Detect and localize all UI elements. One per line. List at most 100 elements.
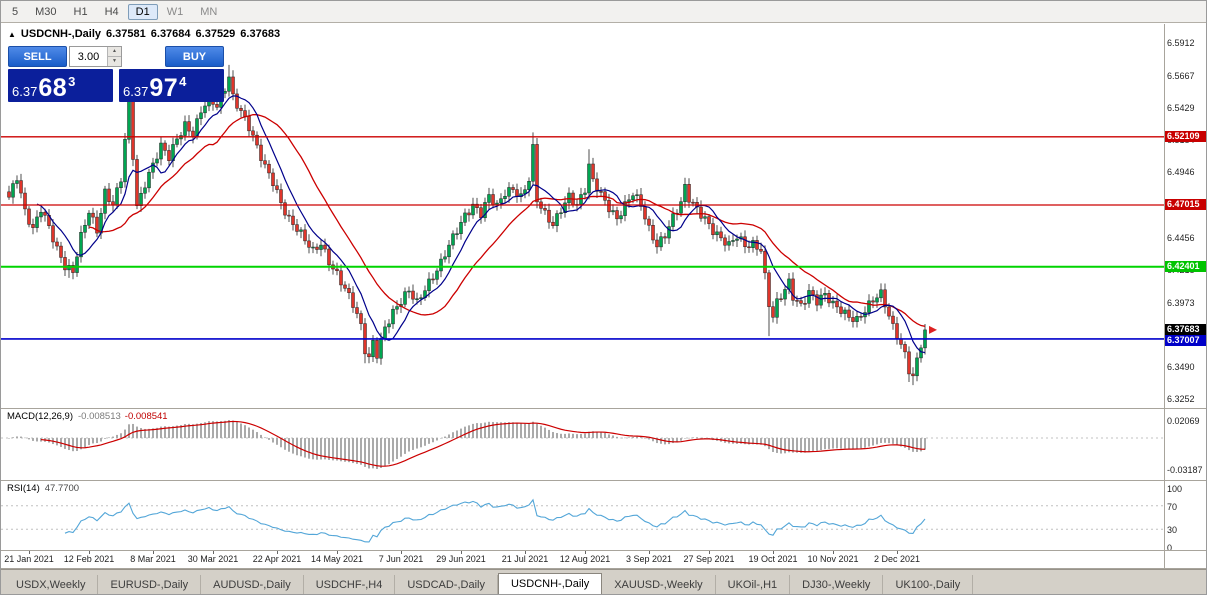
chart-header: ▲ USDCNH-,Daily 6.37581 6.37684 6.37529 6.376… [8,28,285,40]
date-label: 29 Jun 2021 [436,554,486,564]
macd-axis-label: 0.02069 [1167,416,1200,426]
tab-usdcad-daily[interactable]: USDCAD-,Daily [395,575,498,594]
volume-spinners: ▲ ▼ [107,47,121,66]
ask-price-big: 97 [149,74,179,102]
date-tick [709,551,710,554]
bid-price-prefix: 6.37 [12,84,38,99]
price-tick-label: 6.5429 [1167,102,1195,113]
date-label: 30 Mar 2021 [187,554,239,564]
ohlc-high: 6.37684 [150,28,191,40]
panel-separator[interactable] [1,480,1206,481]
macd-indicator-panel[interactable] [1,409,1164,480]
date-label: 14 May 2021 [310,554,364,564]
date-label: 12 Feb 2021 [63,554,115,564]
rsi-indicator-panel[interactable] [1,481,1164,550]
tab-uk100-daily[interactable]: UK100-,Daily [883,575,974,594]
rsi-axis-label: 0 [1167,543,1173,553]
ask-price-display[interactable]: 6.37 97 4 [119,69,224,102]
panel-separator[interactable] [1,550,1206,551]
price-tick-label: 6.3490 [1167,362,1195,373]
macd-histogram [8,420,926,469]
date-tick [897,551,898,554]
collapse-trade-panel-arrow[interactable]: ▲ [8,30,16,39]
date-label: 27 Sep 2021 [683,554,735,564]
date-tick [525,551,526,554]
timeframe-button-h4[interactable]: H4 [104,5,119,18]
rsi-axis-label: 100 [1167,484,1183,494]
tab-eurusd-daily[interactable]: EURUSD-,Daily [98,575,202,594]
date-label: 19 Oct 2021 [748,554,798,564]
date-label: 8 Mar 2021 [130,554,176,564]
macd-signal-line [40,420,926,467]
rsi-axis-label: 30 [1167,525,1178,536]
sell-button[interactable]: SELL [8,46,67,67]
bid-price-sup: 3 [68,74,76,89]
price-tick-label: 6.3973 [1167,297,1195,308]
tab-usdcnh-daily[interactable]: USDCNH-,Daily [497,573,603,594]
symbol-title: USDCNH-,Daily [20,28,101,40]
volume-input[interactable] [70,47,107,66]
price-badge: 6.37007 [1165,334,1206,346]
date-tick [153,551,154,554]
date-label: 22 Apr 2021 [252,554,302,564]
date-tick [833,551,834,554]
date-label: 21 Jul 2021 [501,554,549,564]
candlesticks [7,64,927,386]
date-label: 21 Jan 2021 [4,554,54,564]
date-label: 7 Jun 2021 [378,554,424,564]
macd-axis-label: -0.03187 [1167,465,1203,475]
price-tick-label: 6.5667 [1167,70,1195,81]
date-tick [89,551,90,554]
price-badge: 6.42401 [1165,260,1206,272]
timeframe-button-h1[interactable]: H1 [73,5,88,18]
price-tick-label: 6.4946 [1167,167,1195,178]
date-tick [649,551,650,554]
panel-separator [1,568,1206,569]
tab-usdx-weekly[interactable]: USDX,Weekly [4,575,99,594]
timeframe-button-w1[interactable]: W1 [166,5,184,18]
rsi-label: RSI(14) 47.7700 [7,483,80,494]
one-click-trading-panel: SELL ▲ ▼ BUY 6.37 68 3 6.37 97 4 [8,46,224,102]
volume-up-button[interactable]: ▲ [108,47,121,56]
timeframe-button-d1[interactable]: D1 [127,3,158,20]
price-tick-label: 6.3252 [1167,394,1195,404]
date-label: 12 Aug 2021 [559,554,611,564]
timeframe-button-m5[interactable]: 5 [12,5,19,18]
date-tick [585,551,586,554]
tab-dj30-weekly[interactable]: DJ30-,Weekly [790,575,884,594]
tab-ukoil-h1[interactable]: UKOil-,H1 [716,575,791,594]
bid-price-big: 68 [38,74,68,102]
price-tick-label: 6.4456 [1167,232,1195,243]
ma-fast-line [36,95,926,354]
ask-price-prefix: 6.37 [123,84,149,99]
bid-price-display[interactable]: 6.37 68 3 [8,69,113,102]
date-tick [337,551,338,554]
buy-button[interactable]: BUY [165,46,224,67]
rsi-axis-label: 70 [1167,501,1178,512]
ohlc-open: 6.37581 [106,28,146,40]
date-label: 10 Nov 2021 [807,554,859,564]
volume-box: ▲ ▼ [69,46,122,67]
rsi-line [64,498,926,543]
chart-tab-bar: USDX,Weekly EURUSD-,Daily AUDUSD-,Daily … [1,569,1206,594]
price-tick-label: 6.5912 [1167,38,1195,48]
date-label: 3 Sep 2021 [625,554,673,564]
date-tick [461,551,462,554]
timeframe-button-mn[interactable]: MN [200,5,218,18]
tab-usdchf-h4[interactable]: USDCHF-,H4 [304,575,396,594]
timeframe-button-m30[interactable]: M30 [35,5,57,18]
price-badge: 6.37683 [1165,323,1206,335]
panel-separator[interactable] [1,408,1206,409]
date-tick [277,551,278,554]
ohlc-low: 6.37529 [195,28,236,40]
tab-audusd-daily[interactable]: AUDUSD-,Daily [201,575,304,594]
date-tick [29,551,30,554]
volume-down-button[interactable]: ▼ [108,56,121,66]
ask-price-sup: 4 [179,74,187,89]
macd-label: MACD(12,26,9) -0.008513 -0.008541 [7,411,168,422]
horizontal-lines[interactable] [1,136,1164,340]
tab-xauusd-weekly[interactable]: XAUUSD-,Weekly [602,575,716,594]
ma-slow-line [88,114,926,327]
price-axis-separator [1164,24,1165,569]
